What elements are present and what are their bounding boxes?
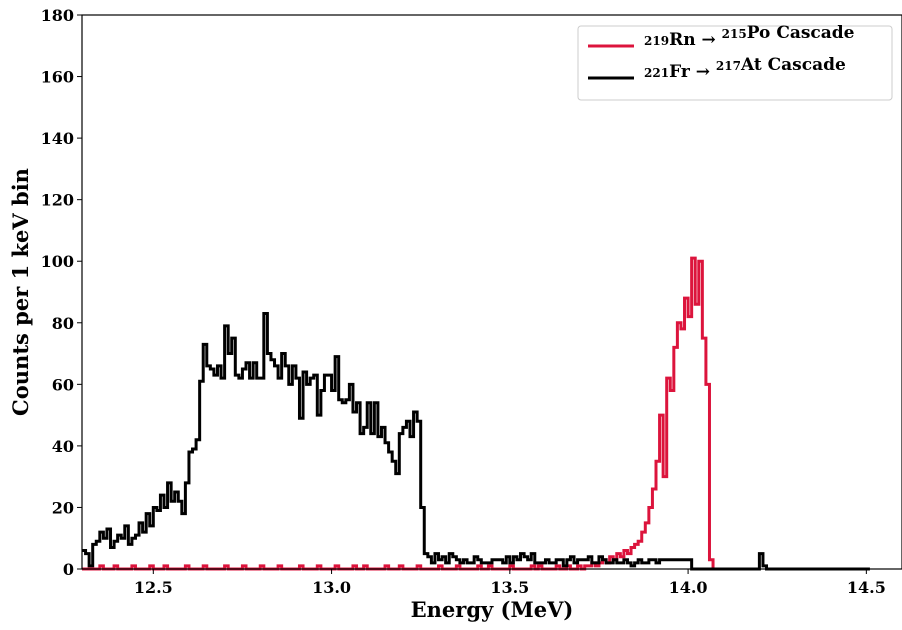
y-tick-label: 60 [52, 375, 74, 394]
legend-part-tail: Cascade [776, 23, 854, 43]
legend-part-tail: Cascade [768, 55, 846, 75]
legend-part-base1: Fr [669, 62, 691, 82]
y-tick-label: 140 [41, 129, 74, 148]
y-tick-label: 40 [52, 437, 74, 456]
legend-part-arrow: → [701, 30, 715, 50]
y-axis-label: Counts per 1 keV bin [8, 168, 33, 416]
legend-part-sup2: 215 [722, 27, 747, 41]
y-tick-label: 160 [41, 68, 74, 87]
legend-label-1: 221Fr → 217At Cascade [644, 55, 846, 82]
y-tick-label: 0 [63, 560, 74, 579]
x-tick-label: 14.0 [669, 578, 708, 597]
x-tick-label: 12.5 [134, 578, 173, 597]
legend-part-sup2: 217 [716, 59, 741, 73]
y-axis: 0 20 40 60 80 100 120 140 160 180 [41, 6, 82, 579]
y-tick-label: 180 [41, 6, 74, 25]
y-tick-label: 80 [52, 314, 74, 333]
legend-part-arrow: → [696, 62, 710, 82]
legend-part-base1: Rn [669, 30, 696, 50]
x-axis: 12.5 13.0 13.5 14.0 14.5 [134, 569, 886, 597]
series-line-1 [82, 312, 870, 571]
series-layer [82, 256, 870, 571]
y-tick-label: 100 [41, 252, 74, 271]
plot-frame [81, 14, 902, 570]
legend-label-0: 219Rn → 215Po Cascade [644, 23, 855, 50]
x-tick-label: 13.5 [490, 578, 529, 597]
legend-part-sup1: 221 [644, 66, 669, 80]
x-tick-label: 13.0 [312, 578, 351, 597]
legend-part-base2: At [740, 55, 762, 75]
y-tick-label: 120 [41, 191, 74, 210]
legend-box [577, 25, 893, 101]
x-axis-label: Energy (MeV) [411, 597, 574, 622]
legend-part-sup1: 219 [644, 34, 669, 48]
legend-part-base2: Po [747, 23, 771, 43]
series-line-0 [82, 256, 746, 571]
x-tick-label: 14.5 [847, 578, 886, 597]
y-tick-label: 20 [52, 498, 74, 517]
